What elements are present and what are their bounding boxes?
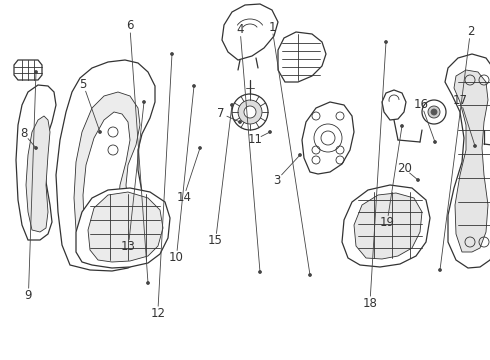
Circle shape (147, 282, 149, 284)
Circle shape (400, 125, 403, 127)
Circle shape (239, 121, 242, 123)
Polygon shape (74, 92, 140, 258)
Text: 11: 11 (247, 133, 262, 146)
Text: 7: 7 (217, 107, 224, 120)
Polygon shape (382, 90, 406, 120)
Circle shape (434, 140, 437, 144)
Text: 14: 14 (176, 191, 191, 204)
Text: 3: 3 (273, 174, 281, 186)
Circle shape (232, 94, 268, 130)
Circle shape (269, 131, 271, 134)
Polygon shape (278, 32, 326, 82)
Text: 8: 8 (20, 127, 27, 140)
Circle shape (259, 270, 262, 274)
Text: 4: 4 (236, 23, 244, 36)
Polygon shape (342, 185, 430, 267)
Text: 10: 10 (169, 251, 184, 264)
Text: 6: 6 (126, 19, 134, 32)
Text: 15: 15 (208, 234, 223, 247)
Text: 17: 17 (453, 94, 468, 107)
Text: 2: 2 (466, 25, 474, 38)
Polygon shape (16, 85, 56, 240)
Polygon shape (88, 192, 163, 262)
Text: 13: 13 (121, 240, 136, 253)
Polygon shape (454, 70, 488, 252)
Polygon shape (76, 188, 170, 268)
Circle shape (298, 153, 301, 157)
Text: 9: 9 (24, 289, 32, 302)
Polygon shape (56, 60, 155, 271)
Circle shape (428, 106, 440, 118)
Polygon shape (354, 193, 422, 259)
Circle shape (34, 71, 38, 73)
Circle shape (143, 100, 146, 104)
Circle shape (416, 179, 419, 181)
Circle shape (439, 269, 441, 271)
Polygon shape (445, 54, 490, 268)
Circle shape (230, 104, 234, 107)
Text: 19: 19 (380, 216, 394, 229)
Text: 1: 1 (268, 21, 276, 33)
Circle shape (198, 147, 201, 149)
Text: 20: 20 (397, 162, 412, 175)
Circle shape (34, 147, 38, 149)
Polygon shape (222, 4, 278, 60)
Text: 16: 16 (414, 98, 429, 111)
Circle shape (193, 85, 196, 87)
Circle shape (238, 100, 262, 124)
Polygon shape (302, 102, 354, 174)
Polygon shape (468, 95, 490, 130)
Text: 5: 5 (79, 78, 87, 91)
Circle shape (385, 41, 388, 44)
Circle shape (171, 53, 173, 55)
Text: 12: 12 (150, 307, 165, 320)
Circle shape (473, 144, 476, 148)
Circle shape (244, 106, 256, 118)
Circle shape (98, 131, 101, 134)
Polygon shape (26, 116, 50, 232)
Circle shape (422, 100, 446, 124)
Circle shape (431, 109, 437, 115)
Text: 18: 18 (363, 297, 377, 310)
Polygon shape (83, 112, 130, 250)
Polygon shape (14, 60, 42, 80)
Circle shape (309, 274, 312, 276)
